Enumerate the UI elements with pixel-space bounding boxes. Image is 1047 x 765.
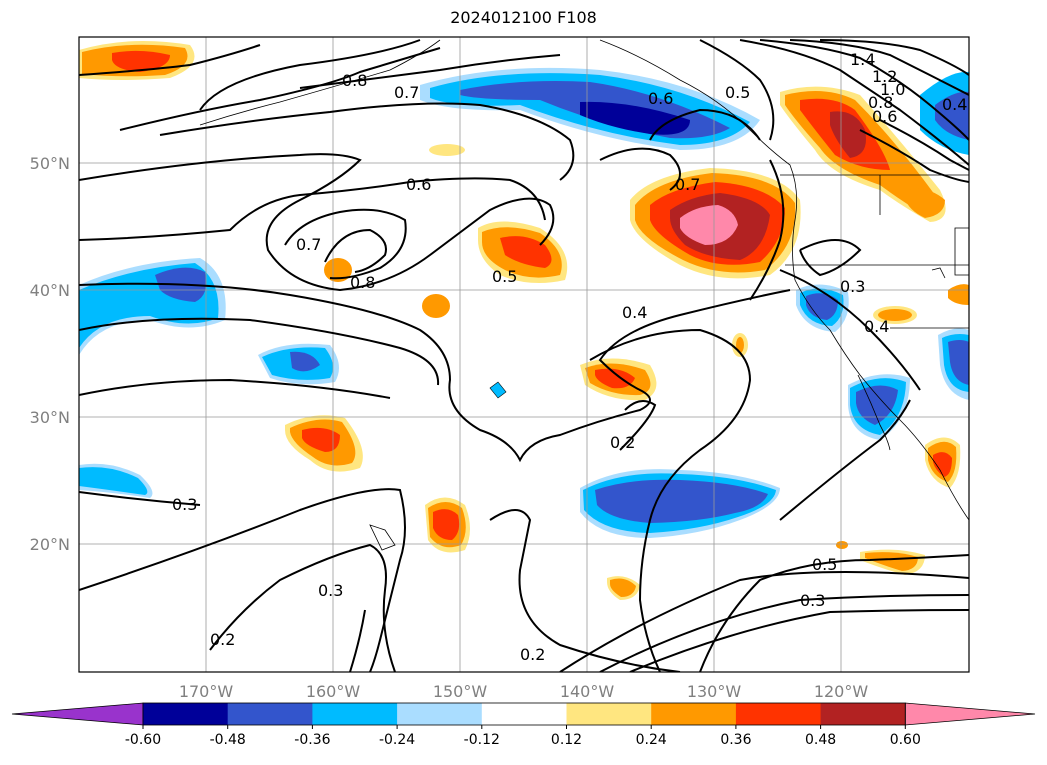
colorbar-tick-label: 0.24 <box>636 732 667 748</box>
contour-label: 0.5 <box>812 555 837 574</box>
contour-label: 0.5 <box>492 267 517 286</box>
colorbar-segment <box>143 703 229 725</box>
lon-label-120w: 120°W <box>814 682 869 701</box>
colorbar-tick-label: 0.36 <box>720 732 751 748</box>
contour-label: 0.8 <box>350 273 375 292</box>
colorbar-segment <box>227 703 313 725</box>
lon-label-150w: 150°W <box>433 682 488 701</box>
contour-label: 0.5 <box>725 83 750 102</box>
colorbar-segment <box>481 703 567 725</box>
contour-label: 0.6 <box>406 175 431 194</box>
colorbar-tick-label: -0.24 <box>379 732 415 748</box>
contour-label: 0.3 <box>318 581 343 600</box>
contour-label: 0.2 <box>520 645 545 664</box>
contour-lines <box>79 39 969 672</box>
contour-label: 0.2 <box>610 433 635 452</box>
contour-label: 0.8 <box>868 93 893 112</box>
colorbar-segment <box>651 703 737 725</box>
contour-label: 0.8 <box>342 71 367 90</box>
colorbar-border <box>142 702 906 726</box>
contour-label: 0.3 <box>172 495 197 514</box>
contour-label: 1.4 <box>850 50 875 69</box>
colorbar-extend-low <box>11 702 144 726</box>
contour-label: 0.6 <box>872 107 897 126</box>
colorbar-segment <box>735 703 822 725</box>
lat-label-50n: 50°N <box>30 154 70 173</box>
colorbar-tick-label: -0.36 <box>294 732 330 748</box>
shaded-anomalies <box>79 41 969 600</box>
map-title: 2024012100 F108 <box>450 8 597 27</box>
colorbar-tick-label: 0.48 <box>805 732 836 748</box>
colorbar-tick-label: 0.12 <box>551 732 582 748</box>
lat-label-30n: 30°N <box>30 408 70 427</box>
lon-label-140w: 140°W <box>560 682 615 701</box>
contour-label: 0.7 <box>675 175 700 194</box>
colorbar-tick-label: 0.60 <box>890 732 921 748</box>
colorbar-tick-label: -0.12 <box>464 732 500 748</box>
contour-label: 0.2 <box>210 630 235 649</box>
lat-label-20n: 20°N <box>30 535 70 554</box>
lon-label-170w: 170°W <box>179 682 234 701</box>
colorbar-tick-label: -0.60 <box>125 732 161 748</box>
colorbar-segment <box>312 703 398 725</box>
colorbar-segment <box>820 703 906 725</box>
contour-label: 0.7 <box>296 235 321 254</box>
contour-label: 0.3 <box>800 591 825 610</box>
colorbar-segment <box>397 703 483 725</box>
contour-label: 0.6 <box>648 89 673 108</box>
contour-label: 0.4 <box>864 317 889 336</box>
colorbar-tick-label: -0.48 <box>210 732 246 748</box>
contour-label: 0.7 <box>394 83 419 102</box>
contour-label: 1.2 <box>872 67 897 86</box>
colorbar-extend-high <box>904 702 1036 726</box>
colorbar: -0.60 -0.48 -0.36 -0.24 -0.12 0.12 0.24 0.36 0.4… <box>11 702 1036 748</box>
contour-label: 0.4 <box>622 303 647 322</box>
map-frame <box>78 36 970 673</box>
lon-label-160w: 160°W <box>306 682 361 701</box>
lat-label-40n: 40°N <box>30 281 70 300</box>
contour-label: 0.3 <box>840 277 865 296</box>
contour-label: 0.4 <box>942 95 967 114</box>
lon-label-130w: 130°W <box>687 682 742 701</box>
contour-label: 1.0 <box>880 80 905 99</box>
colorbar-segment <box>566 703 652 725</box>
contour-label-group: 1.4 1.2 1.0 0.8 0.6 0.8 0.7 0.6 0.6 0.7 … <box>172 50 967 664</box>
